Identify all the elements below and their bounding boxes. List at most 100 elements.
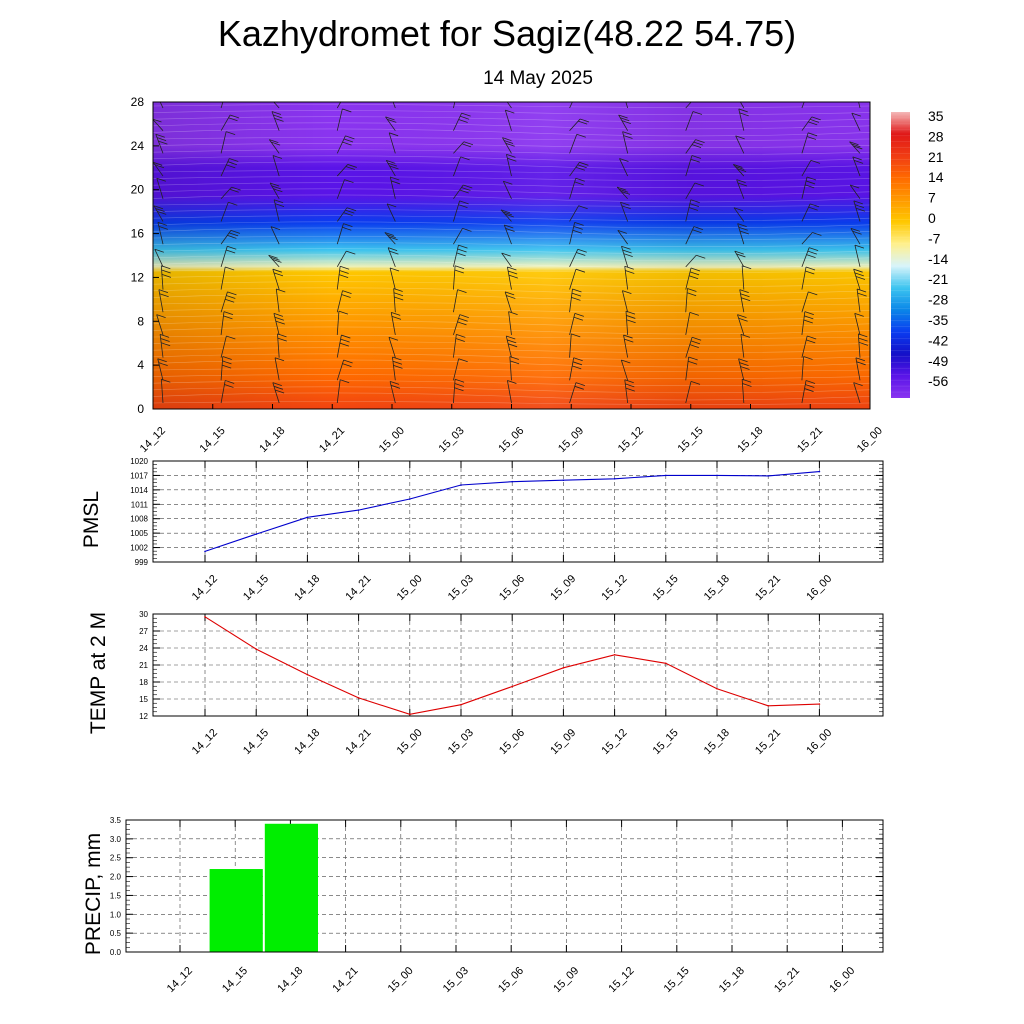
x-tick-label: 14_18 bbox=[292, 573, 322, 603]
wind-barb bbox=[569, 382, 586, 404]
wind-barb bbox=[508, 311, 518, 335]
wind-barb bbox=[389, 381, 401, 404]
wind-barb bbox=[502, 180, 513, 199]
data-point bbox=[613, 654, 616, 656]
wind-barb bbox=[505, 335, 518, 358]
wind-barb bbox=[854, 312, 864, 336]
y-tick-label: 3.5 bbox=[110, 816, 122, 825]
wind-barb bbox=[388, 336, 399, 358]
data-point bbox=[409, 498, 411, 500]
wind-barb bbox=[336, 265, 350, 290]
x-tick-label: 15_18 bbox=[735, 425, 765, 455]
wind-barb bbox=[801, 291, 818, 313]
wind-barb bbox=[389, 267, 400, 290]
data-point bbox=[306, 673, 309, 676]
y-tick-label: 1002 bbox=[130, 544, 148, 553]
wind-barb bbox=[159, 102, 164, 109]
data-point bbox=[818, 470, 821, 473]
contour-line bbox=[153, 149, 870, 155]
pmsl-panel: 999 1002 1005 1008 1011 1014 1017 1020 14_12 14_1… bbox=[80, 457, 884, 603]
contour-line bbox=[153, 128, 870, 137]
wind-barb bbox=[220, 201, 238, 222]
wind-barb bbox=[336, 108, 352, 131]
y-tick-label: 1.5 bbox=[110, 891, 122, 900]
wind-barb bbox=[269, 182, 283, 199]
wind-barb bbox=[273, 199, 285, 222]
wind-barb bbox=[507, 380, 517, 404]
wind-barb bbox=[618, 114, 631, 131]
x-tick-label: 15_15 bbox=[651, 573, 681, 603]
x-tick-label: 16_00 bbox=[804, 573, 834, 603]
wind-barb bbox=[271, 111, 284, 131]
data-point bbox=[562, 479, 565, 482]
wind-barb bbox=[506, 102, 512, 109]
wind-barb bbox=[220, 186, 241, 200]
contour-line bbox=[153, 308, 870, 313]
contour-line bbox=[153, 182, 870, 188]
wind-barb bbox=[336, 102, 342, 109]
wind-barb bbox=[685, 356, 698, 381]
contour-line bbox=[153, 374, 870, 379]
data-point bbox=[665, 662, 667, 665]
wind-barb bbox=[336, 310, 349, 335]
wind-barb bbox=[453, 289, 467, 313]
x-tick-label: 14_21 bbox=[343, 573, 373, 603]
wind-barb bbox=[737, 314, 748, 336]
x-tick-label: 15_12 bbox=[606, 965, 636, 995]
wind-barb bbox=[153, 161, 165, 177]
y-tick-label: 30 bbox=[139, 610, 148, 619]
wind-barb bbox=[269, 139, 281, 154]
wind-barb bbox=[220, 245, 237, 267]
x-tick-label: 15_06 bbox=[496, 965, 526, 995]
y-tick-label: 1.0 bbox=[110, 910, 122, 919]
wind-barb bbox=[733, 207, 745, 222]
wind-barb bbox=[453, 102, 456, 109]
x-tick-label: 14_12 bbox=[138, 425, 168, 455]
wind-barb bbox=[569, 288, 582, 313]
contour-line bbox=[153, 215, 870, 221]
x-tick-label: 15_15 bbox=[651, 727, 681, 757]
contour-line bbox=[153, 347, 870, 353]
wind-barb bbox=[155, 133, 168, 154]
wind-barb bbox=[336, 290, 352, 313]
precip-bar bbox=[264, 823, 318, 952]
wind-barb bbox=[453, 200, 469, 222]
wind-barb bbox=[569, 268, 586, 290]
contour-line bbox=[153, 155, 870, 163]
x-tick-label: 15_15 bbox=[662, 965, 692, 995]
wind-barb bbox=[220, 380, 235, 404]
y-tick-label: 2.0 bbox=[110, 873, 122, 882]
y-tick-label: 0.0 bbox=[110, 948, 122, 957]
wind-barb bbox=[270, 226, 281, 245]
contour-line bbox=[153, 281, 870, 287]
wind-barb bbox=[801, 266, 816, 290]
wind-barb bbox=[685, 226, 704, 245]
wind-barb bbox=[220, 291, 237, 313]
wind-barb bbox=[220, 335, 236, 358]
wind-barb bbox=[157, 358, 168, 381]
data-point bbox=[818, 703, 821, 705]
wind-barb bbox=[735, 135, 745, 154]
contour-line bbox=[153, 275, 870, 280]
contour-line bbox=[153, 380, 870, 386]
contour-line bbox=[153, 260, 870, 269]
wind-barb bbox=[625, 102, 629, 109]
wind-barb bbox=[569, 205, 588, 222]
x-tick-label: 16_00 bbox=[804, 727, 834, 757]
contour-line bbox=[153, 320, 870, 328]
wind-barb bbox=[156, 314, 166, 336]
wind-barb bbox=[453, 333, 466, 358]
wind-barb bbox=[852, 156, 864, 177]
wind-barb bbox=[739, 289, 751, 313]
wind-barb bbox=[389, 176, 401, 199]
x-tick-label: 15_03 bbox=[446, 727, 476, 757]
data-point bbox=[204, 550, 206, 553]
contour-line bbox=[153, 392, 870, 401]
wind-barb bbox=[685, 254, 706, 268]
x-tick-label: 15_18 bbox=[717, 965, 747, 995]
wind-barb bbox=[685, 199, 700, 222]
wind-barb bbox=[616, 186, 631, 200]
wind-barb bbox=[392, 102, 396, 109]
wind-barb bbox=[853, 200, 866, 222]
x-tick-label: 14_18 bbox=[292, 727, 322, 757]
